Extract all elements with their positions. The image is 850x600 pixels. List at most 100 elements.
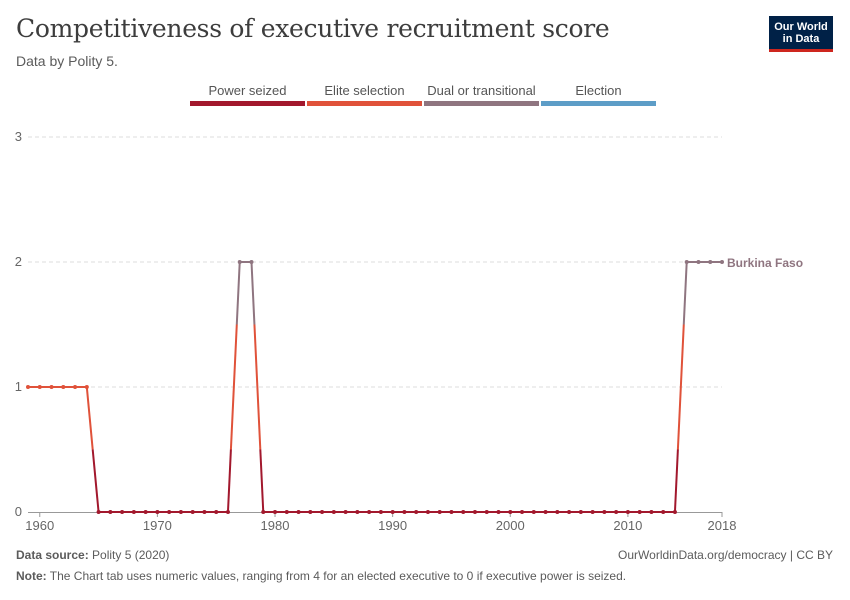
data-point: [414, 510, 419, 514]
chart-subtitle: Data by Polity 5.: [16, 53, 118, 69]
line-chart: Power seized Elite selection Dual or trans…: [15, 83, 803, 533]
data-point: [131, 510, 136, 514]
data-point: [37, 385, 42, 389]
series-line-segment: [226, 449, 232, 513]
data-point: [449, 510, 454, 514]
data-source-label: Data source:: [16, 548, 89, 562]
series-line-segment: [85, 386, 94, 450]
data-point: [96, 510, 101, 514]
data-point: [202, 510, 207, 514]
data-point: [472, 510, 477, 514]
source-url-link[interactable]: OurWorldinData.org/democracy | CC BY: [618, 548, 833, 562]
data-point: [402, 510, 407, 514]
data-point: [708, 260, 713, 264]
data-point: [602, 510, 607, 514]
series-line-segment: [673, 449, 679, 513]
x-tick-label: 2010: [613, 518, 642, 533]
data-point: [720, 260, 724, 264]
data-point: [614, 510, 619, 514]
data-point: [555, 510, 560, 514]
legend-label: Power seized: [208, 83, 286, 98]
x-tick-label: 1960: [25, 518, 54, 533]
owid-logo[interactable]: Our World in Data: [769, 16, 833, 52]
series-line-segment: [259, 449, 265, 513]
data-point: [355, 510, 360, 514]
x-tick-label: 1970: [143, 518, 172, 533]
y-tick-label: 3: [15, 129, 22, 144]
data-point: [496, 510, 501, 514]
data-point: [26, 385, 30, 389]
data-source: Data source: Polity 5 (2020): [16, 548, 169, 562]
data-point: [684, 260, 689, 264]
data-point: [320, 510, 325, 514]
x-tick-label: 1990: [378, 518, 407, 533]
data-point: [84, 385, 89, 389]
data-point: [49, 385, 54, 389]
data-point: [461, 510, 466, 514]
data-point: [190, 510, 195, 514]
y-tick-label: 0: [15, 504, 22, 519]
legend-swatch: [424, 101, 539, 106]
logo-line-2: in Data: [782, 33, 820, 45]
data-point: [343, 510, 348, 514]
chart-note: Note: The Chart tab uses numeric values,…: [16, 569, 626, 583]
data-point: [672, 510, 677, 514]
data-point: [625, 510, 630, 514]
legend-swatch: [190, 101, 305, 106]
data-point: [590, 510, 595, 514]
note-text: The Chart tab uses numeric values, rangi…: [49, 569, 627, 583]
data-point: [649, 510, 654, 514]
data-point: [261, 510, 266, 514]
data-point: [508, 510, 513, 514]
series-label: Burkina Faso: [727, 256, 803, 270]
y-tick-label: 1: [15, 379, 22, 394]
series-line-segment: [250, 261, 256, 325]
series-line-segment: [676, 324, 685, 450]
data-point: [155, 510, 160, 514]
data-point: [637, 510, 642, 514]
data-point: [73, 385, 78, 389]
data-point: [696, 260, 701, 264]
legend-swatch: [541, 101, 656, 106]
data-point: [578, 510, 583, 514]
data-point: [308, 510, 313, 514]
data-point: [331, 510, 336, 514]
data-point: [425, 510, 430, 514]
data-point: [296, 510, 301, 514]
data-point: [167, 510, 172, 514]
data-point: [661, 510, 666, 514]
data-point: [120, 510, 125, 514]
note-label: Note:: [16, 569, 47, 583]
data-point: [249, 260, 254, 264]
logo-line-1: Our World: [774, 21, 828, 33]
data-point: [237, 260, 242, 264]
x-tick-label: 2018: [708, 518, 737, 533]
data-point: [367, 510, 372, 514]
data-point: [214, 510, 219, 514]
legend-label: Elite selection: [324, 83, 404, 98]
data-point: [225, 510, 230, 514]
data-point: [273, 510, 278, 514]
data-point: [567, 510, 572, 514]
data-point: [437, 510, 442, 514]
data-source-value: Polity 5 (2020): [92, 548, 170, 562]
legend-label: Dual or transitional: [427, 83, 535, 98]
legend-label: Election: [575, 83, 621, 98]
data-point: [543, 510, 548, 514]
series-line-segment: [235, 261, 241, 325]
series-line-segment: [229, 324, 238, 450]
series-line-segment: [682, 261, 688, 325]
chart-title: Competitiveness of executive recruitment…: [16, 14, 610, 43]
series-line-segment: [253, 324, 262, 450]
data-point: [378, 510, 383, 514]
data-point: [284, 510, 289, 514]
data-point: [178, 510, 183, 514]
y-tick-label: 2: [15, 254, 22, 269]
data-point: [484, 510, 489, 514]
data-point: [390, 510, 395, 514]
data-point: [531, 510, 536, 514]
data-point: [61, 385, 66, 389]
legend-swatch: [307, 101, 422, 106]
x-tick-label: 2000: [496, 518, 525, 533]
data-point: [143, 510, 148, 514]
